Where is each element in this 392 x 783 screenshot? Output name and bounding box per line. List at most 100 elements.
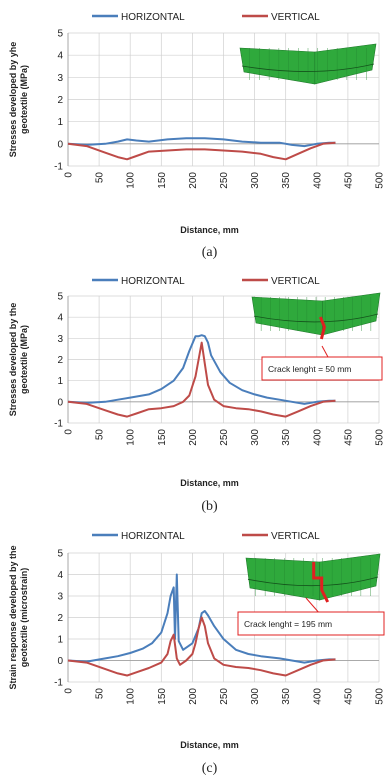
callout-leader: [321, 345, 329, 358]
x-tick-label: 500: [375, 429, 386, 446]
mesh-block-left: [251, 296, 323, 336]
y-axis-title-line: geotextile (MPa): [19, 65, 29, 134]
series-line-vertical: [67, 341, 336, 418]
y-axis-title: Strain response developed by thegeotexti…: [8, 545, 29, 689]
x-tick-label: 50: [95, 429, 106, 441]
x-tick-label: 400: [312, 688, 323, 705]
x-tick-label: 350: [281, 172, 292, 189]
mesh-inset: [239, 43, 377, 85]
y-axis-title-line: Strain response developed by the: [8, 545, 18, 689]
panel-caption: (c): [202, 761, 218, 776]
y-tick-label: 2: [57, 613, 63, 624]
y-tick-label: 0: [57, 656, 63, 667]
series-line-vertical: [67, 141, 336, 161]
x-tick-label: 250: [219, 429, 230, 446]
callout-box: [261, 356, 383, 381]
y-tick-label: 2: [57, 95, 63, 106]
y-tick-label: -1: [54, 162, 63, 173]
crack-mark: [312, 562, 330, 603]
mesh-inset: [245, 553, 381, 603]
callout-leader: [305, 597, 319, 613]
x-tick-label: 500: [375, 688, 386, 705]
series-line-horizontal: [67, 137, 336, 148]
x-tick-label: 200: [188, 429, 199, 446]
x-tick-label: 250: [219, 172, 230, 189]
y-tick-label: 1: [57, 376, 63, 387]
y-tick-label: 5: [57, 549, 63, 560]
chart-legend: HORIZONTAL VERTICAL: [92, 531, 320, 542]
y-axis-title: Stresses developed by thegeotextile (MPa…: [8, 303, 29, 417]
panel-caption: (b): [201, 499, 218, 514]
x-tick-label: 500: [375, 172, 386, 189]
x-tick-label: 400: [312, 429, 323, 446]
y-axis-title: Stresses developed by yhegeotextile (MPa…: [8, 42, 29, 158]
chart-legend: HORIZONTAL VERTICAL: [92, 276, 320, 287]
x-axis-title: Distance, mm: [180, 478, 239, 488]
legend-vertical-label: VERTICAL: [271, 276, 320, 287]
crack-mark: [319, 316, 326, 340]
y-tick-label: 0: [57, 397, 63, 408]
y-tick-label: 1: [57, 635, 63, 646]
y-tick-label: 5: [57, 292, 63, 303]
legend-vertical-label: VERTICAL: [271, 12, 320, 23]
mesh-neutral-line: [241, 63, 375, 72]
legend-horizontal-label: HORIZONTAL: [121, 531, 185, 542]
series-line-vertical: [67, 616, 336, 677]
x-axis-title: Distance, mm: [180, 225, 239, 235]
legend-horizontal-label: HORIZONTAL: [121, 276, 185, 287]
x-tick-label: 100: [126, 429, 137, 446]
x-tick-label: 200: [188, 688, 199, 705]
y-tick-label: -1: [54, 678, 63, 689]
x-tick-label: 100: [126, 688, 137, 705]
y-tick-label: 4: [57, 51, 63, 62]
x-tick-label: 300: [250, 172, 261, 189]
callout-text: Crack lenght = 50 mm: [268, 364, 351, 374]
x-tick-label: 0: [64, 429, 75, 435]
y-tick-label: 0: [57, 139, 63, 150]
chart-legend: HORIZONTAL VERTICAL: [92, 12, 320, 23]
x-tick-label: 450: [343, 688, 354, 705]
series-line-horizontal: [67, 573, 336, 664]
x-tick-label: 0: [64, 172, 75, 178]
mesh-neutral-line: [247, 576, 379, 587]
x-tick-label: 150: [157, 172, 168, 189]
x-tick-label: 450: [343, 429, 354, 446]
x-tick-label: 400: [312, 172, 323, 189]
mesh-neutral-line: [253, 313, 379, 323]
mesh-block-right: [314, 43, 377, 85]
x-tick-label: 200: [188, 172, 199, 189]
x-tick-label: 350: [281, 429, 292, 446]
x-tick-label: 150: [157, 429, 168, 446]
callout-text: Crack lenght = 195 mm: [244, 619, 332, 629]
mesh-block-right: [322, 292, 381, 336]
legend-vertical-label: VERTICAL: [271, 531, 320, 542]
y-axis-title-line: geotextile (MPa): [19, 325, 29, 394]
x-tick-label: 0: [64, 688, 75, 694]
y-tick-label: 3: [57, 334, 63, 345]
y-tick-label: -1: [54, 419, 63, 430]
series-line-horizontal: [67, 334, 336, 405]
y-tick-label: 5: [57, 29, 63, 40]
x-axis-title: Distance, mm: [180, 740, 239, 750]
x-tick-label: 100: [126, 172, 137, 189]
mesh-block-right: [319, 553, 381, 601]
y-tick-label: 2: [57, 355, 63, 366]
x-tick-label: 350: [281, 688, 292, 705]
mesh-inset: [251, 292, 381, 340]
y-tick-label: 4: [57, 313, 63, 324]
x-tick-label: 300: [250, 429, 261, 446]
y-axis-title-line: Stresses developed by the: [8, 303, 18, 417]
y-tick-label: 3: [57, 73, 63, 84]
y-tick-label: 4: [57, 570, 63, 581]
x-tick-label: 300: [250, 688, 261, 705]
y-tick-label: 3: [57, 592, 63, 603]
x-tick-label: 50: [95, 688, 106, 700]
x-tick-label: 50: [95, 172, 106, 184]
x-tick-label: 250: [219, 688, 230, 705]
x-tick-label: 150: [157, 688, 168, 705]
panel-caption: (a): [202, 245, 218, 260]
y-axis-title-line: Stresses developed by yhe: [8, 42, 18, 158]
callout-box: [237, 611, 385, 636]
